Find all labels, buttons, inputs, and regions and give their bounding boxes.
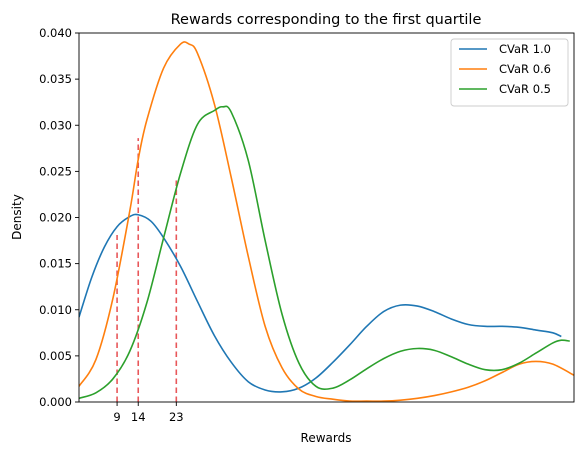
plot-frame <box>78 32 575 403</box>
y-tick-label: 0.005 <box>39 349 72 363</box>
series-lines <box>79 41 574 402</box>
y-tick-label: 0.040 <box>39 26 72 40</box>
y-tick-label: 0.015 <box>39 257 72 271</box>
series-line <box>79 41 574 402</box>
x-tick-label: 9 <box>113 410 120 424</box>
y-tick-label: 0.000 <box>39 395 72 409</box>
legend: CVaR 1.0 CVaR 0.6 CVaR 0.5 <box>450 38 569 107</box>
y-tick-label: 0.030 <box>39 118 72 132</box>
y-tick-label: 0.020 <box>39 211 72 225</box>
series-line <box>79 213 562 393</box>
chart-title: Rewards corresponding to the first quart… <box>171 12 482 28</box>
y-tick-label: 0.035 <box>39 72 72 86</box>
series-line <box>79 105 570 400</box>
y-axis-label: Density <box>10 194 24 240</box>
y-tick-label: 0.010 <box>39 303 72 317</box>
x-tick-label: 14 <box>131 410 146 424</box>
y-tick-label: 0.025 <box>39 164 72 178</box>
plot-area <box>79 41 574 402</box>
legend-label: CVaR 1.0 <box>499 42 551 56</box>
x-axis: 9 14 23 <box>113 402 184 424</box>
x-tick-label: 23 <box>169 410 184 424</box>
legend-label: CVaR 0.6 <box>499 62 551 76</box>
x-axis-label: Rewards <box>301 431 352 445</box>
legend-label: CVaR 0.5 <box>499 82 551 96</box>
y-axis: 0.000 0.005 0.010 0.015 0.020 0.025 0.030 0.035… <box>39 26 79 409</box>
